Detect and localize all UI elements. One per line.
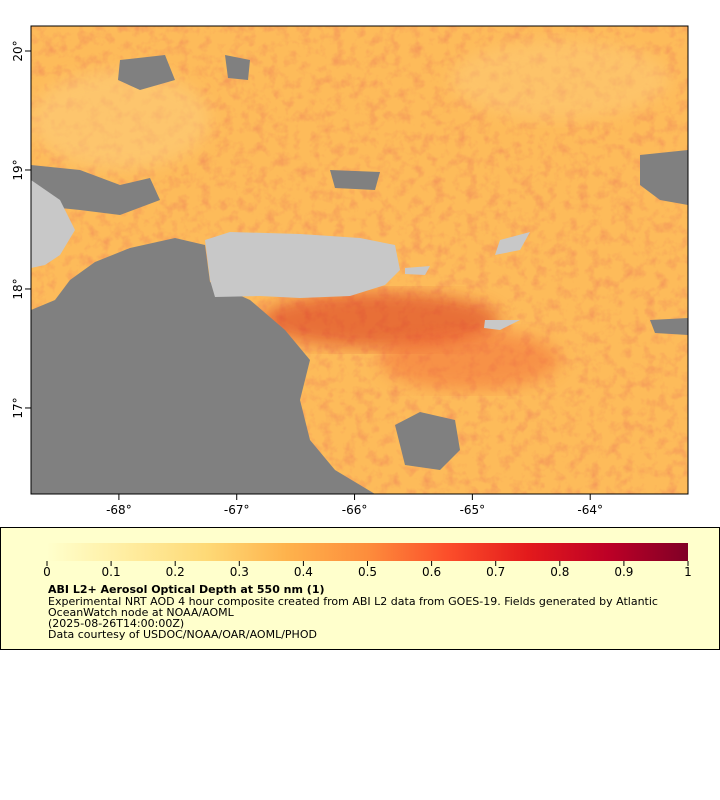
map-frame xyxy=(30,25,689,495)
y-tick-label: 18° xyxy=(11,278,25,299)
legend-line: (2025-08-26T14:00:00Z) xyxy=(48,617,184,630)
x-tick-label: -67° xyxy=(224,503,250,517)
colorbar-tick-label: 0.3 xyxy=(230,565,249,579)
legend-title: ABI L2+ Aerosol Optical Depth at 550 nm … xyxy=(48,583,325,596)
colorbar-tick-label: 0.4 xyxy=(294,565,313,579)
y-tick-label: 19° xyxy=(11,159,25,180)
colorbar-tick-label: 0.5 xyxy=(358,565,377,579)
legend-line: Data courtesy of USDOC/NOAA/OAR/AOML/PHO… xyxy=(48,628,317,641)
legend-line: Experimental NRT AOD 4 hour composite cr… xyxy=(48,595,658,608)
x-tick-label: -68° xyxy=(106,503,132,517)
x-tick-label: -66° xyxy=(342,503,368,517)
colorbar-tick-label: 0.2 xyxy=(166,565,185,579)
colorbar-tick-label: 1 xyxy=(684,565,692,579)
colorbar xyxy=(47,543,688,561)
x-tick-label: -65° xyxy=(460,503,486,517)
x-tick-label: -64° xyxy=(577,503,603,517)
colorbar-tick-label: 0 xyxy=(43,565,51,579)
map-field xyxy=(31,26,688,494)
y-tick-label: 17° xyxy=(11,397,25,418)
legend-line: OceanWatch node at NOAA/AOML xyxy=(48,606,235,619)
no-data xyxy=(31,55,688,494)
colorbar-tick-label: 0.6 xyxy=(422,565,441,579)
land xyxy=(31,180,530,330)
colorbar-tick-label: 0.9 xyxy=(614,565,633,579)
colorbar-tick-label: 0.7 xyxy=(486,565,505,579)
colorbar-tick-label: 0.8 xyxy=(550,565,569,579)
y-tick-label: 20° xyxy=(11,40,25,61)
colorbar-tick-label: 0.1 xyxy=(102,565,121,579)
